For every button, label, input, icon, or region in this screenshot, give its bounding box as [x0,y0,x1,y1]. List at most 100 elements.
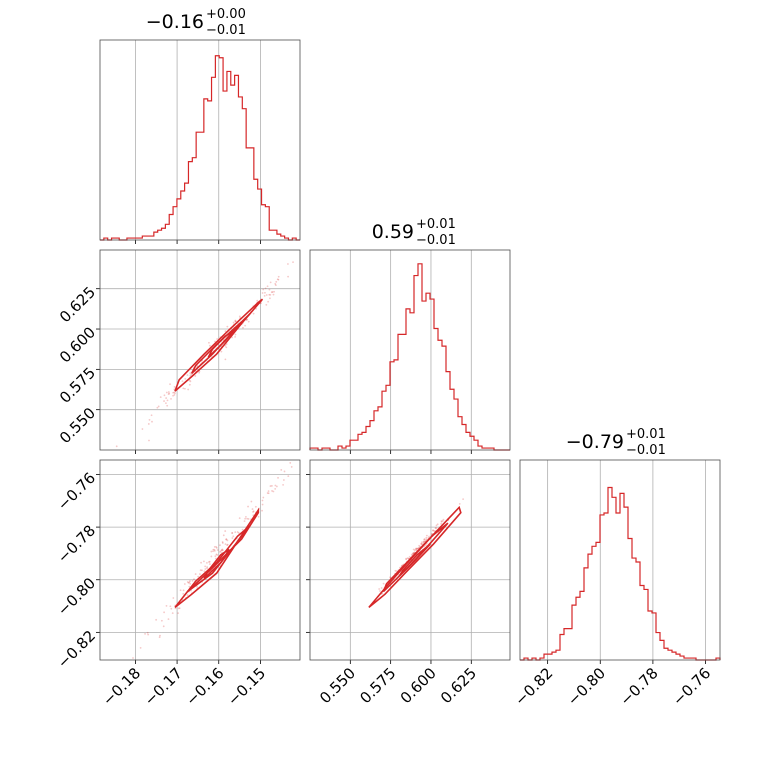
sample-point [194,573,197,575]
sample-point [166,404,169,407]
sample-point [414,547,417,550]
sample-point [216,549,219,551]
sample-point [232,321,235,324]
sample-point [254,505,257,508]
sample-point [182,387,185,390]
axes-frame [99,249,301,451]
sample-point [257,515,260,518]
sample-point [216,554,219,556]
sample-point [282,479,285,481]
contour-level-1 [190,313,251,374]
sample-point [266,492,269,494]
sample-point [287,263,289,265]
sample-point [220,549,223,552]
sample-point [234,320,237,323]
sample-point [290,466,293,468]
sample-point [189,580,191,582]
sample-point [418,544,421,547]
sample-point [208,563,211,565]
sample-point [271,291,274,293]
sample-point [188,581,191,584]
sample-point [256,299,259,302]
sample-point [172,394,174,397]
sample-point [462,498,465,500]
sample-point [165,397,168,399]
sample-point [181,380,184,383]
sample-point [434,527,437,530]
sample-point [115,445,118,448]
contour-level-0 [368,505,462,608]
sample-point [214,557,217,560]
sample-point [269,485,272,487]
sample-point [277,476,279,479]
sample-point [415,547,418,550]
sample-point [242,326,244,329]
y-tick-label: 0.575 [56,364,99,407]
sample-point [275,485,278,488]
title-median: −0.16 [146,11,204,33]
sample-point [159,634,161,637]
sample-point [244,324,247,327]
y-tick-label: −0.76 [54,469,99,514]
panel-1-2 [306,459,511,664]
x-tick-label: 0.575 [356,664,399,707]
sample-point [190,373,193,376]
sample-point [416,547,419,550]
sample-point [415,548,418,551]
sample-point [148,418,151,421]
sample-point [423,540,426,543]
panel-0-1 [96,228,328,454]
sample-point [261,509,263,512]
x-tick-label: −0.76 [669,664,714,709]
sample-point [422,541,425,544]
sample-point [212,548,215,551]
sample-point [425,536,428,539]
sample-point [234,336,237,338]
sample-point [423,538,426,541]
sample-point [224,345,227,347]
sample-point [156,406,159,409]
sample-point [246,517,249,520]
axes-frame [519,459,721,661]
sample-point [215,553,218,556]
sample-point [380,587,383,589]
sample-point [412,548,415,551]
sample-point [163,400,165,402]
sample-point [237,532,240,534]
sample-point [277,278,280,281]
sample-point [146,631,149,634]
axes-frame [99,459,301,661]
sample-point [246,318,249,321]
sample-point [425,534,428,537]
histogram-1 [309,263,510,451]
sample-point [394,569,397,572]
sample-point [412,552,415,554]
sample-point [378,588,381,590]
y-tick-label: 0.600 [56,323,99,366]
sample-point [433,530,436,532]
sample-point [206,567,208,570]
sample-point [226,325,229,328]
sample-point [244,517,247,520]
sample-point [442,518,445,521]
sample-point [171,612,174,615]
sample-point [151,420,153,423]
sample-point [408,555,411,558]
title-plus: +0.01 [416,217,456,232]
sample-point [271,484,273,487]
sample-point [221,541,224,543]
sample-point [169,605,172,608]
sample-point [108,680,110,682]
sample-point [187,388,190,391]
sample-point [201,569,203,572]
sample-point [243,520,246,523]
sample-point [231,537,234,539]
title-minus: −0.01 [206,23,246,38]
sample-point [193,578,195,581]
sample-point [208,560,211,563]
sample-point [265,303,268,306]
sample-point [147,633,150,636]
samples-0-1 [115,228,328,450]
histogram-panel-2: −0.79 +0.01−0.01 [519,427,721,664]
sample-point [326,228,328,230]
